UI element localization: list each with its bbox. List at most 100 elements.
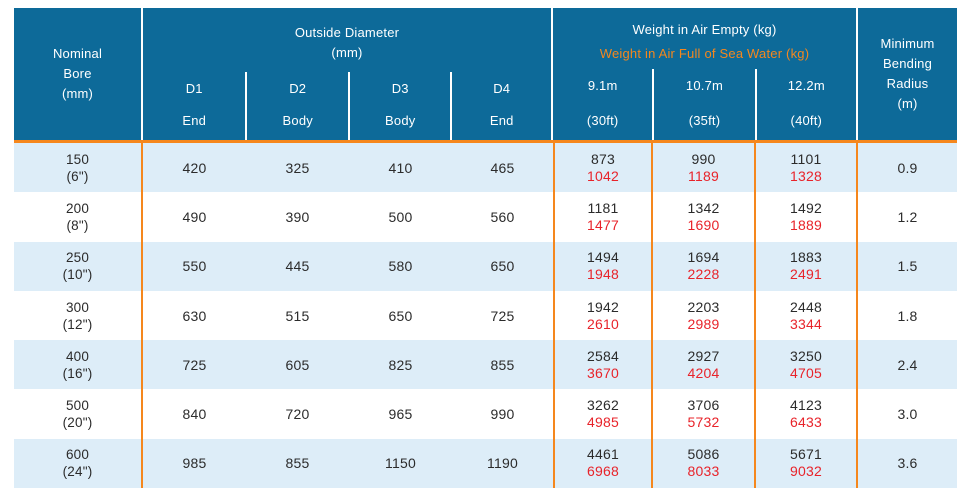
bore-mm: 150 <box>65 151 90 167</box>
bore-inch: (16") <box>62 365 93 381</box>
weight-full: 9032 <box>790 463 822 480</box>
cell-weight-9-1m: 1942 2610 <box>553 290 653 341</box>
weight-full: 6433 <box>790 414 822 431</box>
cell-min-bending-radius: 2.4 <box>897 356 918 373</box>
header-weight-empty-title: Weight in Air Empty (kg) <box>632 22 777 37</box>
weight-empty: 873 <box>591 150 615 167</box>
weight-full: 1189 <box>688 167 719 184</box>
cell-d2: 445 <box>285 258 310 275</box>
cell-weight-9-1m: 1181 1477 <box>553 192 653 242</box>
table-row-300: 300 (12") 630 515 650 725 1942 2610 2203… <box>14 290 957 341</box>
cell-d4: 725 <box>490 307 515 324</box>
weight-empty: 1181 <box>587 199 619 216</box>
cell-weight-12-2m: 1883 2491 <box>756 241 858 291</box>
weight-full: 5732 <box>687 414 720 431</box>
weight-empty: 1942 <box>587 298 619 315</box>
weight-full: 4705 <box>790 364 822 381</box>
header-outside-diameter-group: Outside Diameter (mm) D1 End D2 Body D3 … <box>143 8 553 140</box>
cell-weight-9-1m: 3262 4985 <box>553 389 653 439</box>
cell-d1: 985 <box>182 455 207 472</box>
cell-d1: 725 <box>182 356 207 373</box>
d1-code: D1 <box>185 81 203 96</box>
cell-min-bending-radius: 0.9 <box>897 159 918 176</box>
weight-empty: 5086 <box>687 446 720 463</box>
cell-d3: 825 <box>388 356 413 373</box>
cell-d4: 855 <box>490 356 515 373</box>
d2-code: D2 <box>289 81 307 96</box>
cell-d4: 990 <box>490 406 515 423</box>
bore-mm: 250 <box>65 250 90 266</box>
weight-empty: 4461 <box>587 446 619 463</box>
cell-min-bending-radius: 1.2 <box>897 208 918 225</box>
table-row-500: 500 (20") 840 720 965 990 3262 4985 3706… <box>14 389 957 439</box>
d4-position: End <box>489 113 514 128</box>
header-length-10-7m: 10.7m (35ft) <box>652 69 754 140</box>
weight-full: 3670 <box>587 364 619 381</box>
header-nominal-bore: Nominal Bore (mm) <box>14 8 143 140</box>
cell-d1: 550 <box>182 258 207 275</box>
weight-full: 1889 <box>790 216 822 233</box>
bore-inch: (6") <box>66 168 89 184</box>
header-length-9-1m: 9.1m (30ft) <box>553 69 652 140</box>
weight-full: 1328 <box>790 167 822 184</box>
header-d4: D4 End <box>450 72 551 140</box>
cell-weight-12-2m: 2448 3344 <box>756 290 858 341</box>
header-d1: D1 End <box>143 72 245 140</box>
weight-full: 4985 <box>587 414 619 431</box>
weight-full: 4204 <box>687 364 720 381</box>
weight-full: 1690 <box>687 216 720 233</box>
cell-weight-10-7m: 5086 8033 <box>653 438 756 489</box>
length-m-label: 9.1m <box>587 78 618 93</box>
table-row-400: 400 (16") 725 605 825 855 2584 3670 2927… <box>14 340 957 390</box>
weight-empty: 2584 <box>587 347 619 364</box>
table-row-250: 250 (10") 550 445 580 650 1494 1948 1694… <box>14 241 957 291</box>
cell-weight-9-1m: 1494 1948 <box>553 241 653 291</box>
header-outside-diameter-title: Outside Diameter (mm) <box>294 25 400 60</box>
bore-mm: 300 <box>65 299 90 315</box>
length-ft-label: (35ft) <box>688 113 721 128</box>
cell-nominal-bore: 150 (6") <box>14 143 143 193</box>
cell-d2: 605 <box>285 356 310 373</box>
cell-d1: 420 <box>182 159 207 176</box>
cell-weight-10-7m: 2203 2989 <box>653 290 756 341</box>
cell-min-bending-radius: 1.8 <box>897 307 918 324</box>
cell-weight-9-1m: 873 1042 <box>553 143 653 193</box>
header-min-bending-radius: Minimum Bending Radius (m) <box>880 36 935 111</box>
header-weight-titles: Weight in Air Empty (kg) Weight in Air F… <box>553 8 856 69</box>
weight-empty: 1342 <box>687 199 720 216</box>
cell-d3: 500 <box>388 208 413 225</box>
weight-empty: 990 <box>691 150 716 167</box>
cell-weight-12-2m: 1492 1889 <box>756 192 858 242</box>
cell-weight-12-2m: 1101 1328 <box>756 143 858 193</box>
header-d3: D3 Body <box>347 72 451 140</box>
header-weight-group: Weight in Air Empty (kg) Weight in Air F… <box>553 8 858 140</box>
cell-d3: 1150 <box>385 455 416 472</box>
cell-nominal-bore: 250 (10") <box>14 241 143 291</box>
bore-inch: (8") <box>66 217 89 233</box>
weight-full: 2989 <box>687 315 720 332</box>
weight-empty: 3250 <box>790 347 822 364</box>
weight-full: 2610 <box>587 315 619 332</box>
cell-d4: 560 <box>490 208 515 225</box>
bore-inch: (24") <box>62 464 93 480</box>
table-body: 150 (6") 420 325 410 465 873 1042 990 11… <box>14 143 957 489</box>
weight-full: 2491 <box>790 266 822 283</box>
cell-weight-10-7m: 1694 2228 <box>653 241 756 291</box>
cell-weight-12-2m: 3250 4705 <box>756 340 858 390</box>
cell-nominal-bore: 600 (24") <box>14 438 143 489</box>
weight-full: 6968 <box>587 463 619 480</box>
weight-full: 1477 <box>587 216 619 233</box>
length-m-label: 10.7m <box>685 78 724 93</box>
header-d2: D2 Body <box>245 72 348 140</box>
cell-weight-9-1m: 2584 3670 <box>553 340 653 390</box>
cell-d1: 630 <box>182 307 207 324</box>
cell-weight-9-1m: 4461 6968 <box>553 438 653 489</box>
weight-empty: 2448 <box>790 298 822 315</box>
weight-empty: 3706 <box>687 397 720 414</box>
cell-d2: 325 <box>285 159 310 176</box>
header-length-12-2m: 12.2m (40ft) <box>754 69 856 140</box>
weight-full: 3344 <box>790 315 822 332</box>
cell-d2: 390 <box>285 208 310 225</box>
weight-empty: 5671 <box>790 446 822 463</box>
cell-weight-10-7m: 990 1189 <box>653 143 756 193</box>
